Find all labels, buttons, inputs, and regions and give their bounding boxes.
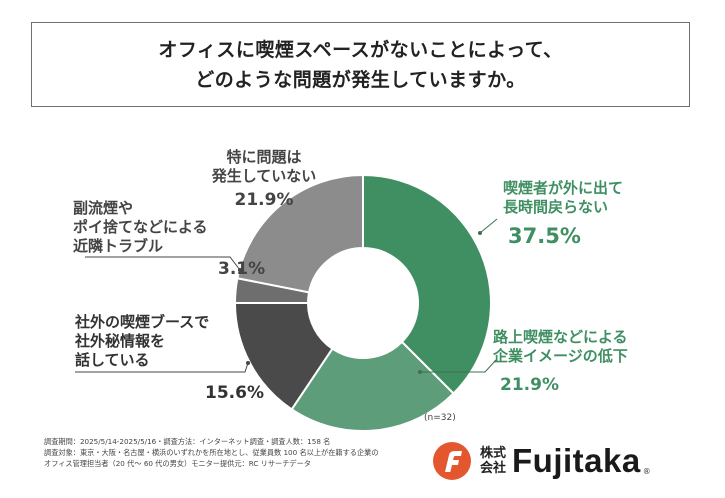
logo-kanji-top: 株式 — [480, 446, 507, 461]
donut-slice-1 — [290, 340, 455, 432]
slice-label-2: 話している — [75, 351, 150, 369]
slice-value-0: 37.5% — [508, 224, 581, 248]
leader-line-0 — [479, 218, 498, 234]
logo-kanji-bottom: 会社 — [480, 461, 507, 476]
slice-value-2: 15.6% — [205, 383, 264, 403]
slice-label-1: 企業イメージの低下 — [492, 347, 628, 365]
leader-dot-0 — [478, 231, 482, 235]
slice-value-4: 21.9% — [235, 190, 294, 210]
slice-label-0: 長時間戻らない — [503, 198, 608, 216]
slice-label-2: 社外の喫煙ブースで — [74, 313, 209, 331]
logo-registered-mark: ® — [642, 467, 651, 476]
slice-label-3: 近隣トラブル — [73, 237, 163, 255]
chart-title-line-2: どのような問題が発生していますか。 — [195, 68, 526, 91]
leader-line-3 — [85, 256, 241, 271]
slice-label-3: ポイ捨てなどによる — [73, 218, 208, 236]
leader-dot-1 — [418, 370, 422, 374]
company-logo: 株式 会社 Fujitaka ® — [432, 438, 651, 484]
logo-kanji: 株式 会社 — [480, 446, 506, 476]
title-box: オフィスに喫煙スペースがないことによって、 どのような問題が発生していますか。 — [31, 22, 690, 107]
donut-slice-0 — [362, 173, 492, 395]
sample-size-label: (n=32) — [424, 413, 456, 423]
footnote-line: 調査期間：2025/5/14-2025/5/16・調査方法：インターネット調査・… — [44, 437, 331, 446]
leader-dot-2 — [246, 361, 250, 365]
footnote-line: オフィス管理担当者（20 代～ 60 代の男女）モニター提供元：RC リサーチデ… — [44, 459, 311, 468]
logo-mark-icon — [433, 442, 471, 480]
slice-label-4: 特に問題は — [226, 148, 301, 166]
chart-title-line-1: オフィスに喫煙スペースがないことによって、 — [158, 38, 563, 61]
slice-label-2: 社外秘情報を — [74, 332, 165, 350]
donut-slice-2 — [233, 302, 334, 411]
leader-line-2 — [75, 362, 249, 373]
slice-label-4: 発生していない — [211, 167, 317, 185]
leader-dot-3 — [238, 268, 242, 272]
slice-label-3: 副流煙や — [73, 199, 133, 217]
leader-line-1 — [420, 359, 497, 373]
donut-slice-4 — [236, 173, 364, 294]
slice-label-0: 喫煙者が外に出て — [503, 179, 623, 197]
footnote-line: 調査対象：東京・大阪・名古屋・横浜のいずれかを所在地とし、従業員数 100 名以… — [44, 448, 379, 457]
survey-footnote: 調査期間：2025/5/14-2025/5/16・調査方法：インターネット調査・… — [44, 436, 379, 469]
slice-value-1: 21.9% — [500, 375, 559, 395]
logo-name: Fujitaka — [512, 442, 641, 479]
slice-label-1: 路上喫煙などによる — [493, 328, 628, 346]
